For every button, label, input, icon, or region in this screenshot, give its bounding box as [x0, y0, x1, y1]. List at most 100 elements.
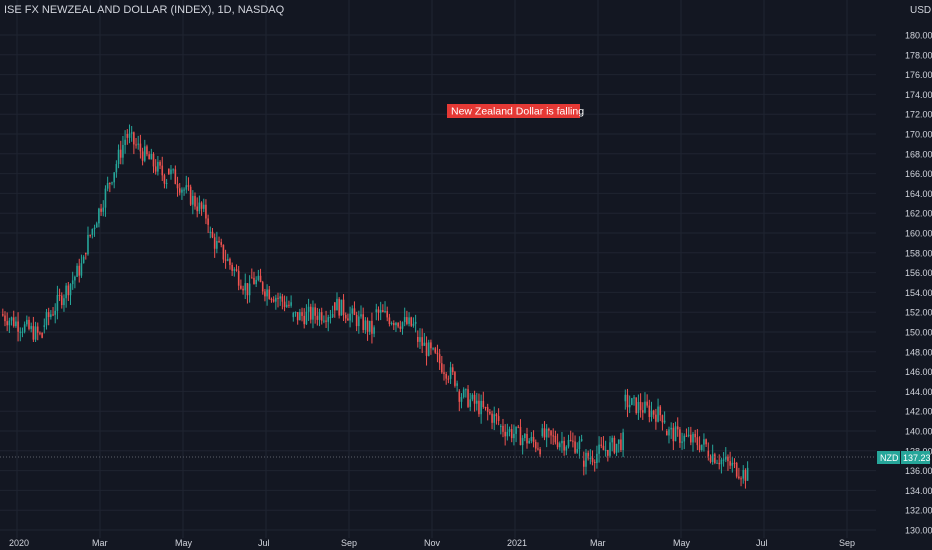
candle-body: [733, 462, 736, 464]
candle-body: [430, 342, 432, 349]
candle-body: [187, 185, 190, 187]
y-tick-label: 178.00: [905, 50, 932, 60]
candle-body: [213, 237, 216, 249]
y-tick-label: 132.00: [905, 506, 932, 516]
candle-body: [301, 312, 303, 316]
candle-body: [194, 195, 196, 207]
candle-body: [82, 256, 85, 264]
candle-body: [307, 306, 310, 312]
candle-body: [100, 208, 102, 212]
candle-body: [124, 139, 126, 145]
candle-body: [50, 314, 52, 317]
candle-body: [576, 449, 579, 453]
candle-body: [471, 394, 474, 400]
candle-body: [609, 442, 611, 456]
candle-body: [390, 323, 393, 325]
candle-body: [218, 240, 220, 243]
candle-body: [196, 206, 198, 212]
candle-body: [668, 429, 670, 436]
candle-body: [517, 426, 520, 428]
candle-body: [78, 265, 81, 276]
candle-body: [515, 426, 517, 434]
candle-body: [30, 326, 32, 329]
candle-body: [495, 414, 498, 417]
candle-body: [427, 342, 430, 356]
annotation-box[interactable]: New Zealand Dollar is falling: [447, 104, 584, 118]
candle-body: [617, 439, 620, 444]
candle-body: [735, 463, 738, 477]
candle-body: [716, 462, 718, 464]
candle-body: [700, 444, 703, 451]
candle-body: [550, 430, 552, 436]
x-tick-label: 2020: [9, 538, 29, 548]
y-tick-label: 134.00: [905, 486, 932, 496]
candle-body: [102, 207, 105, 212]
time-axis[interactable]: 2020 Mar May Jul Sep Nov 2021 Mar May Jul Sep: [9, 538, 855, 548]
candle-body: [624, 394, 627, 402]
candle-body: [410, 317, 413, 326]
candle-body: [17, 321, 19, 332]
x-tick-label: Mar: [590, 538, 606, 548]
candle-body: [639, 401, 642, 411]
candle-body: [475, 400, 478, 404]
candle-body: [159, 161, 161, 166]
candle-body: [598, 444, 600, 454]
candle-body: [421, 337, 423, 346]
candle-body: [628, 404, 631, 408]
candle-body: [200, 202, 203, 209]
candle-body: [178, 188, 181, 193]
candle-body: [441, 363, 443, 373]
candle-body: [408, 317, 410, 324]
candle-body: [694, 433, 696, 438]
candle-body: [377, 309, 380, 313]
x-tick-label: May: [673, 538, 691, 548]
candle-body: [685, 435, 688, 437]
candle-body: [556, 442, 559, 448]
candle-body: [672, 427, 675, 442]
x-tick-label: Sep: [839, 538, 855, 548]
candle-body: [15, 321, 17, 327]
candle-body: [109, 183, 111, 185]
candle-body: [709, 457, 712, 462]
candle-body: [731, 462, 734, 466]
candle-body: [631, 398, 633, 405]
candle-body: [244, 283, 247, 291]
y-tick-label: 164.00: [905, 189, 932, 199]
candle-body: [54, 310, 57, 315]
candle-body: [2, 314, 4, 316]
candle-body: [567, 439, 570, 447]
candle-body: [283, 301, 286, 307]
candle-body: [611, 437, 613, 443]
candle-body: [148, 154, 150, 160]
candle-body: [366, 320, 369, 332]
candle-body: [711, 454, 714, 462]
x-tick-label: Mar: [92, 538, 108, 548]
y-tick-label: 160.00: [905, 229, 932, 239]
candle-body: [574, 441, 576, 453]
y-tick-label: 158.00: [905, 248, 932, 258]
annotation-text: New Zealand Dollar is falling: [451, 106, 584, 118]
candle-body: [58, 294, 61, 296]
candle-body: [532, 436, 535, 442]
candle-body: [257, 275, 260, 280]
y-tick-label: 154.00: [905, 288, 932, 298]
candle-body: [526, 433, 528, 444]
candle-body: [316, 315, 319, 320]
candle-body: [425, 342, 428, 356]
candle-body: [698, 445, 701, 451]
candle-body: [373, 327, 375, 334]
candle-body: [349, 313, 351, 321]
candle-body: [528, 440, 530, 444]
candle-body: [519, 426, 522, 446]
candle-body: [220, 242, 223, 245]
candle-body: [133, 132, 135, 145]
candle-body: [364, 320, 367, 330]
candle-body: [329, 317, 332, 319]
candle-body: [353, 308, 356, 315]
candle-body: [506, 431, 509, 437]
candle-body: [340, 299, 343, 316]
candle-body: [253, 277, 255, 285]
y-tick-label: 156.00: [905, 268, 932, 278]
candle-body: [65, 285, 67, 299]
